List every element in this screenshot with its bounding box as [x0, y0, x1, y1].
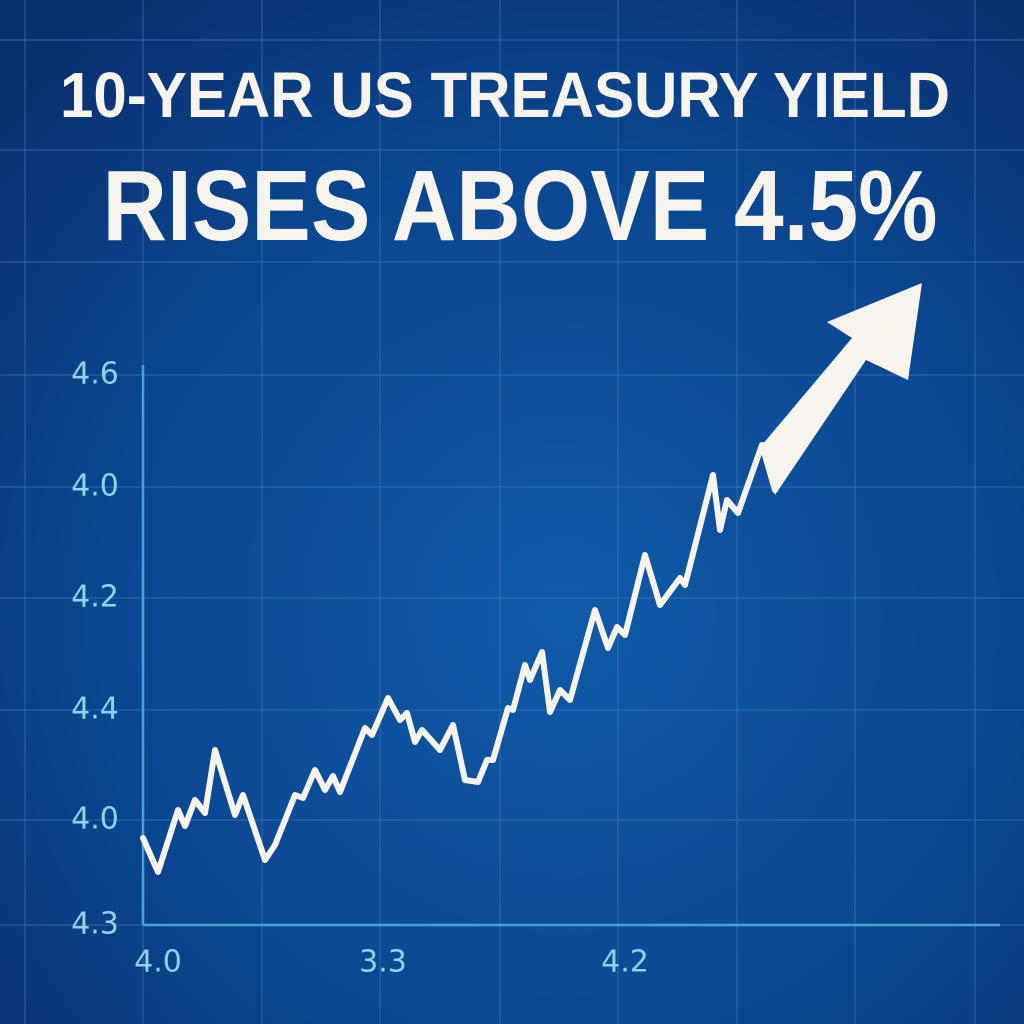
- x-label: 4.0: [134, 945, 182, 980]
- x-label: 3.3: [359, 945, 407, 980]
- y-label: 4.3: [71, 907, 119, 942]
- y-label: 4.2: [71, 580, 119, 615]
- y-label: 4.6: [71, 357, 119, 392]
- y-label: 4.0: [71, 802, 119, 837]
- y-labels: 4.6 4.0 4.2 4.4 4.0 4.3: [71, 357, 119, 942]
- y-label: 4.4: [71, 692, 119, 727]
- x-label: 4.2: [601, 945, 649, 980]
- title-line: 10-YEAR US TREASURY YIELD: [60, 59, 950, 131]
- x-labels: 4.0 3.3 4.2: [134, 945, 649, 980]
- yield-line: [140, 442, 778, 875]
- arrow: [762, 283, 922, 495]
- y-label: 4.0: [71, 469, 119, 504]
- title-line: RISES ABOVE 4.5%: [103, 150, 938, 262]
